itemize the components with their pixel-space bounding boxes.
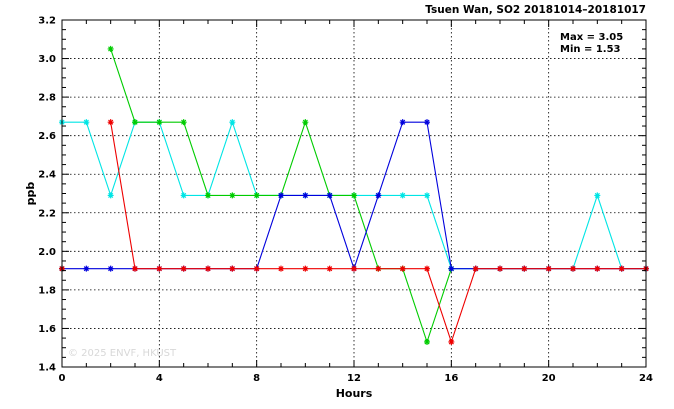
data-point — [302, 192, 309, 199]
x-tick-label: 24 — [639, 373, 653, 384]
data-point — [521, 265, 528, 272]
data-point — [399, 119, 406, 126]
y-tick-label: 2.6 — [38, 131, 56, 142]
data-point — [132, 265, 138, 272]
data-point — [448, 265, 455, 272]
data-point — [424, 338, 430, 345]
y-tick-label: 1.8 — [38, 285, 56, 296]
data-point — [278, 265, 284, 272]
y-tick-label: 1.4 — [38, 363, 56, 374]
data-point — [132, 119, 138, 126]
watermark: © 2025 ENVF, HKUST — [68, 348, 177, 359]
data-point — [326, 265, 333, 272]
y-axis-title: ppb — [24, 182, 37, 206]
data-point — [448, 338, 455, 345]
series-layer — [59, 45, 649, 345]
x-tick-label: 0 — [59, 373, 66, 384]
x-tick-label: 16 — [444, 373, 458, 384]
data-point — [594, 265, 601, 272]
data-point — [205, 192, 211, 199]
data-point — [205, 265, 211, 272]
data-point — [156, 265, 163, 272]
min-annotation: Min = 1.53 — [560, 44, 621, 55]
data-point — [326, 192, 333, 199]
x-tick-label: 8 — [253, 373, 260, 384]
data-point — [351, 265, 357, 272]
data-point — [278, 192, 284, 199]
x-tick-label: 12 — [347, 373, 361, 384]
data-point — [424, 119, 430, 126]
y-tick-label: 3.2 — [38, 16, 56, 27]
x-tick-label: 20 — [542, 373, 556, 384]
data-point — [253, 192, 260, 199]
y-tick-label: 2.8 — [38, 93, 56, 104]
y-tick-label: 2.2 — [38, 208, 56, 219]
data-point — [107, 265, 114, 272]
data-point — [107, 192, 114, 199]
grid — [62, 20, 646, 367]
data-point — [472, 265, 479, 272]
data-point — [594, 192, 601, 199]
data-point — [107, 119, 114, 126]
series-line — [110, 122, 646, 344]
x-tick-label: 4 — [156, 373, 163, 384]
ticks: 0 4 8 12 16 20 24 1.4 1.6 1.8 2.0 2.2 2.4 2.6 2.8 3.0 3.… — [38, 16, 653, 385]
data-point — [253, 265, 260, 272]
y-tick-label: 2.0 — [38, 247, 56, 258]
data-point — [229, 192, 236, 199]
y-tick-label: 1.6 — [38, 324, 56, 335]
data-point — [375, 192, 382, 199]
data-point — [302, 265, 309, 272]
chart-title: Tsuen Wan, SO2 20181014–20181017 — [425, 4, 646, 16]
data-point — [83, 265, 90, 272]
max-annotation: Max = 3.05 — [560, 32, 623, 43]
data-point — [180, 119, 187, 126]
data-point — [229, 265, 236, 272]
data-point — [424, 192, 430, 199]
data-point — [424, 265, 430, 272]
data-point — [156, 119, 163, 126]
data-point — [180, 265, 187, 272]
y-tick-label: 2.4 — [38, 170, 56, 181]
y-tick-label: 3.0 — [38, 54, 56, 65]
data-point — [545, 265, 552, 272]
data-point — [83, 119, 90, 126]
data-point — [399, 265, 406, 272]
data-point — [399, 192, 406, 199]
data-point — [180, 192, 187, 199]
data-point — [229, 119, 236, 126]
data-point — [375, 265, 382, 272]
data-point — [107, 45, 114, 52]
data-point — [497, 265, 503, 272]
data-point — [302, 119, 309, 126]
data-point — [618, 265, 625, 272]
data-point — [570, 265, 576, 272]
data-point — [351, 192, 357, 199]
x-axis-title: Hours — [336, 387, 373, 400]
